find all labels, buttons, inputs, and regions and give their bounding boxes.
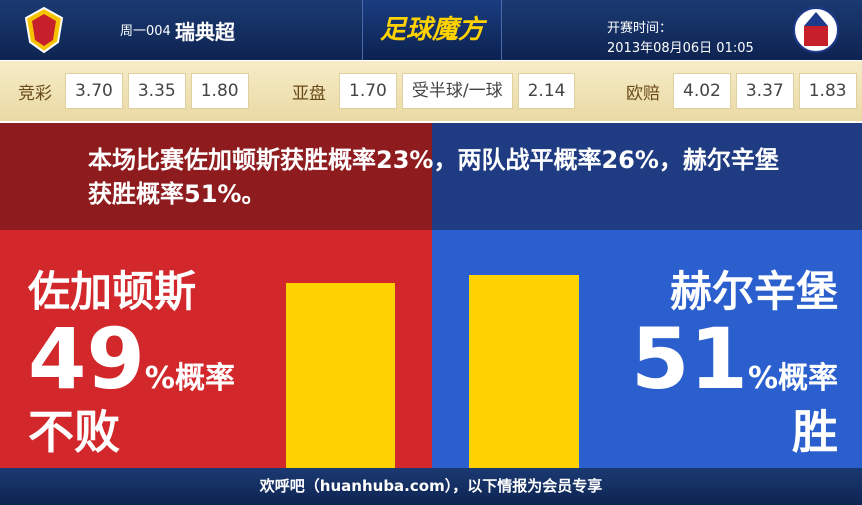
home-percent-label: %概率 <box>144 361 235 396</box>
away-name: 赫尔辛堡 <box>669 267 838 316</box>
odds-label: 竞彩 <box>18 83 52 104</box>
odds-label: 亚盘 <box>292 83 326 104</box>
odds-value: 3.70 <box>65 73 123 109</box>
home-percent: 49 <box>28 310 145 408</box>
odds-group: 竞彩 3.70 3.35 1.80 <box>18 73 249 109</box>
home-bar <box>286 282 395 468</box>
odds-row: 竞彩 3.70 3.35 1.80 亚盘 1.70 受半球/一球 2.14 欧赔 4.02 3.37… <box>0 61 862 121</box>
odds-value: 3.37 <box>735 73 794 109</box>
summary-bg-left <box>0 123 432 230</box>
odds-value: 4.02 <box>673 73 731 109</box>
away-percent-label: %概率 <box>747 361 838 396</box>
summary-bg-right <box>432 123 862 230</box>
away-percent-row: 51%概率 <box>631 310 838 408</box>
time: 2013年08月06日 01:05 <box>607 41 754 56</box>
odds-value: 3.35 <box>127 73 186 109</box>
odds-group: 亚盘 1.70 受半球/一球 2.14 <box>292 73 576 109</box>
odds-value: 2.14 <box>517 73 576 109</box>
odds-value: 受半球/一球 <box>401 73 513 109</box>
away-outcome: 胜 <box>792 405 838 459</box>
away-bar <box>469 275 579 468</box>
home-percent-row: 49%概率 <box>28 310 235 408</box>
time-label: 开赛时间： <box>607 21 673 36</box>
summary: 本场比赛佐加顿斯获胜概率23%，两队战平概率26%，赫尔辛堡获胜概率51%。 <box>88 146 779 208</box>
odds-group: 欧赔 4.02 3.37 1.83 <box>626 73 857 109</box>
match-no: 周一004 <box>120 24 171 39</box>
odds-value: 1.70 <box>339 73 397 109</box>
footer: 欢呼吧（huanhuba.com），以下情报为会员专享 <box>0 468 862 505</box>
home-name: 佐加顿斯 <box>28 267 197 316</box>
away-logo <box>793 7 839 53</box>
home-outcome: 不败 <box>28 405 120 459</box>
odds-value: 1.83 <box>798 73 857 109</box>
away-percent: 51 <box>631 310 748 408</box>
header: 周一004 瑞典超 足球魔方 开赛时间： 2013年08月06日 01:05 <box>0 0 862 60</box>
home-logo <box>24 6 64 54</box>
odds-label: 欧赔 <box>626 83 660 104</box>
odds-value: 1.80 <box>190 73 249 109</box>
league: 瑞典超 <box>175 20 235 44</box>
brand: 足球魔方 <box>362 0 502 60</box>
